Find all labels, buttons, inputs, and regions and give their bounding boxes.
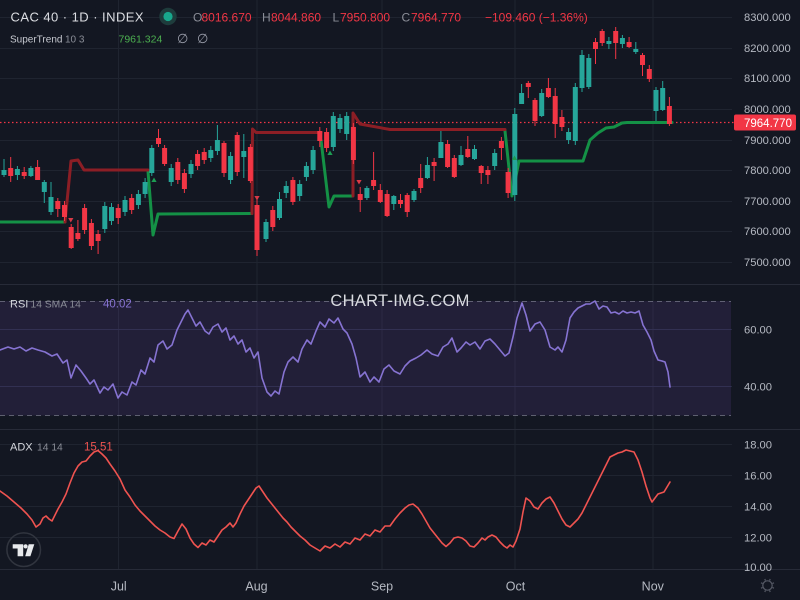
svg-text:∅: ∅ [197, 31, 208, 46]
svg-text:8016.670: 8016.670 [202, 11, 252, 25]
svg-text:10.00: 10.00 [744, 562, 772, 574]
svg-text:60.00: 60.00 [744, 325, 772, 337]
svg-text:8044.860: 8044.860 [271, 11, 321, 25]
svg-text:7800.000: 7800.000 [744, 165, 791, 177]
svg-text:Oct: Oct [506, 580, 526, 594]
svg-text:ADX: ADX [10, 442, 33, 454]
svg-text:16.00: 16.00 [744, 471, 772, 483]
svg-text:14 14: 14 14 [37, 443, 63, 454]
svg-text:SuperTrend: SuperTrend [10, 35, 62, 46]
svg-text:CHART-IMG.COM: CHART-IMG.COM [330, 292, 469, 310]
svg-text:8300.000: 8300.000 [744, 12, 791, 24]
svg-text:14.00: 14.00 [744, 502, 772, 514]
svg-text:∅: ∅ [177, 31, 188, 46]
svg-text:CAC 40 · 1D · INDEX: CAC 40 · 1D · INDEX [11, 10, 145, 25]
svg-text:L: L [333, 11, 340, 25]
svg-text:8200.000: 8200.000 [744, 43, 791, 55]
svg-text:10 3: 10 3 [65, 35, 85, 46]
svg-text:14 SMA 14: 14 SMA 14 [31, 300, 82, 311]
svg-text:18.00: 18.00 [744, 440, 772, 452]
svg-text:Jul: Jul [111, 580, 127, 594]
svg-text:40.00: 40.00 [744, 382, 772, 394]
svg-text:8100.000: 8100.000 [744, 73, 791, 85]
svg-text:Sep: Sep [371, 580, 393, 594]
svg-text:7961.324: 7961.324 [119, 34, 163, 46]
svg-text:7964.770: 7964.770 [744, 118, 792, 130]
svg-text:O: O [193, 11, 202, 25]
svg-text:Nov: Nov [642, 580, 665, 594]
svg-text:15.51: 15.51 [84, 442, 113, 454]
svg-text:RSI: RSI [10, 299, 28, 311]
svg-text:−109.460 (−1.36%): −109.460 (−1.36%) [485, 11, 588, 25]
svg-text:7900.000: 7900.000 [744, 135, 791, 147]
svg-text:7950.800: 7950.800 [340, 11, 390, 25]
svg-text:40.02: 40.02 [103, 299, 132, 311]
svg-text:7600.000: 7600.000 [744, 226, 791, 238]
svg-text:7700.000: 7700.000 [744, 196, 791, 208]
svg-text:H: H [262, 11, 271, 25]
svg-text:7500.000: 7500.000 [744, 257, 791, 269]
svg-text:7964.770: 7964.770 [411, 11, 461, 25]
svg-text:8000.000: 8000.000 [744, 104, 791, 116]
svg-text:C: C [402, 11, 411, 25]
svg-text:Aug: Aug [245, 580, 267, 594]
svg-text:12.00: 12.00 [744, 533, 772, 545]
